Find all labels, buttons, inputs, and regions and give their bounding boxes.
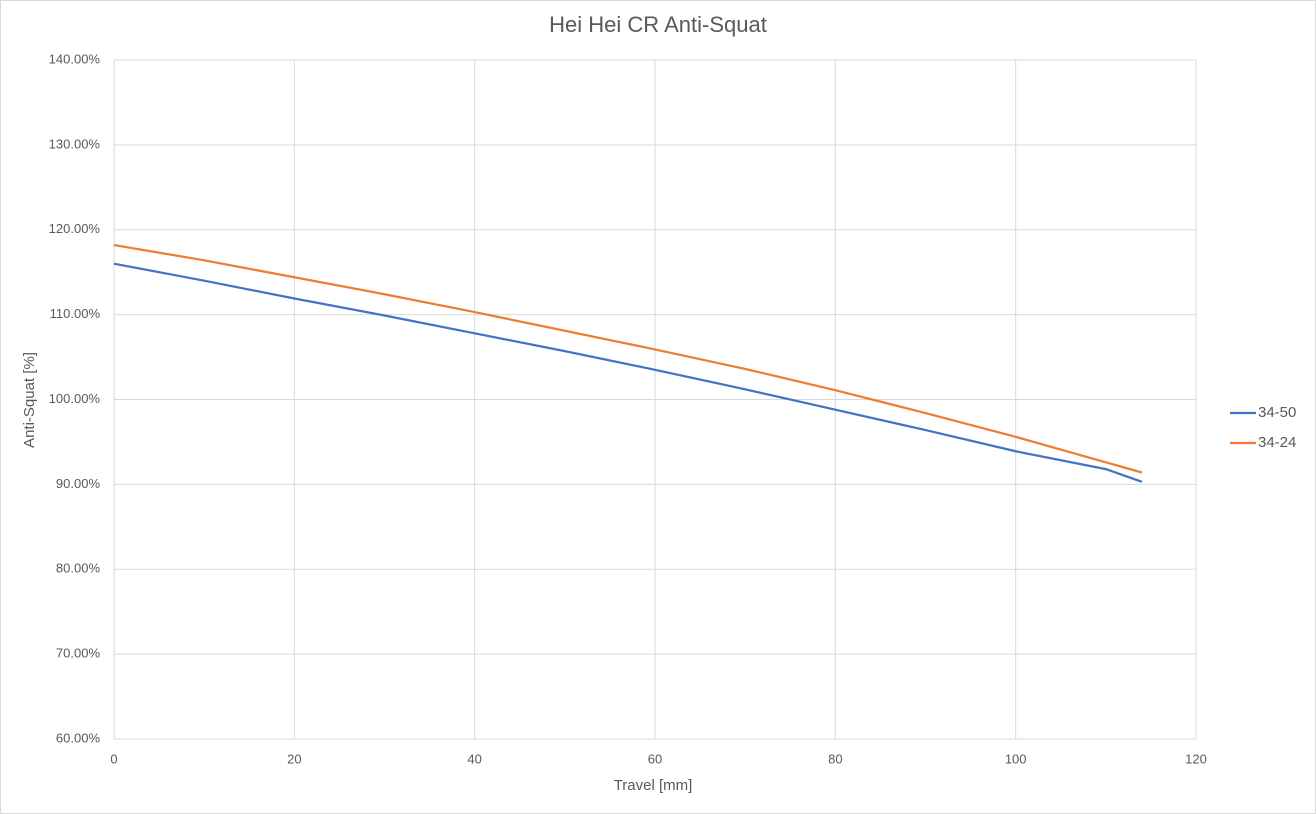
y-tick-label: 120.00% xyxy=(49,221,101,236)
y-tick-label: 70.00% xyxy=(56,646,101,661)
legend-label: 34-24 xyxy=(1258,434,1296,451)
series-line xyxy=(113,262,1143,483)
y-tick-label: 60.00% xyxy=(56,730,101,745)
y-tick-label: 100.00% xyxy=(49,391,101,406)
y-tick-label: 110.00% xyxy=(50,306,101,321)
series-line xyxy=(113,243,1143,474)
x-tick-label: 40 xyxy=(467,751,481,766)
x-tick-label: 120 xyxy=(1185,751,1207,766)
y-axis-label: Anti-Squat [%] xyxy=(21,352,38,448)
legend-label: 34-50 xyxy=(1258,404,1296,421)
x-tick-label: 100 xyxy=(1005,751,1027,766)
y-tick-label: 140.00% xyxy=(49,51,101,66)
x-tick-label: 80 xyxy=(828,751,842,766)
x-tick-label: 0 xyxy=(110,751,117,766)
chart-title: Hei Hei CR Anti-Squat xyxy=(549,12,767,37)
y-tick-label: 130.00% xyxy=(49,136,101,151)
x-axis-label: Travel [mm] xyxy=(614,777,693,794)
y-tick-label: 80.00% xyxy=(56,561,101,576)
x-tick-label: 20 xyxy=(287,751,301,766)
y-tick-label: 90.00% xyxy=(56,476,101,491)
x-tick-label: 60 xyxy=(648,751,662,766)
